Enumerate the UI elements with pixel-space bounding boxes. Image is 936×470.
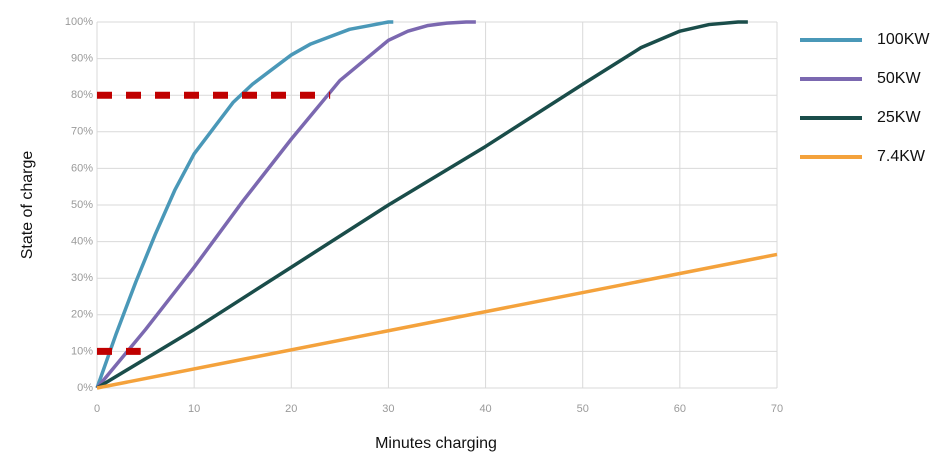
x-tick-label: 20 bbox=[285, 403, 297, 415]
y-tick-label: 40% bbox=[71, 236, 93, 248]
series-line bbox=[95, 20, 476, 390]
x-tick-label: 10 bbox=[188, 403, 200, 415]
x-tick-label: 30 bbox=[382, 403, 394, 415]
legend-label: 7.4KW bbox=[877, 148, 926, 165]
series-line bbox=[96, 252, 778, 390]
y-axis-label: State of charge bbox=[19, 151, 36, 260]
legend-label: 50KW bbox=[877, 70, 921, 87]
y-tick-label: 90% bbox=[71, 53, 93, 65]
x-tick-label: 70 bbox=[771, 403, 783, 415]
x-tick-label: 0 bbox=[94, 403, 100, 415]
x-tick-label: 40 bbox=[479, 403, 491, 415]
x-tick-label: 60 bbox=[674, 403, 686, 415]
x-axis-label: Minutes charging bbox=[375, 435, 497, 452]
y-tick-label: 0% bbox=[77, 382, 93, 394]
y-tick-label: 10% bbox=[71, 345, 93, 357]
y-tick-label: 50% bbox=[71, 199, 93, 211]
y-tick-label: 80% bbox=[71, 89, 93, 101]
y-tick-label: 60% bbox=[71, 162, 93, 174]
y-tick-label: 70% bbox=[71, 126, 93, 138]
series-line bbox=[95, 20, 394, 389]
y-tick-label: 20% bbox=[71, 309, 93, 321]
y-tick-label: 30% bbox=[71, 272, 93, 284]
legend-label: 100KW bbox=[877, 31, 930, 48]
x-tick-label: 50 bbox=[577, 403, 589, 415]
legend-label: 25KW bbox=[877, 109, 921, 126]
series-line bbox=[96, 20, 748, 390]
y-tick-label: 100% bbox=[65, 16, 93, 28]
